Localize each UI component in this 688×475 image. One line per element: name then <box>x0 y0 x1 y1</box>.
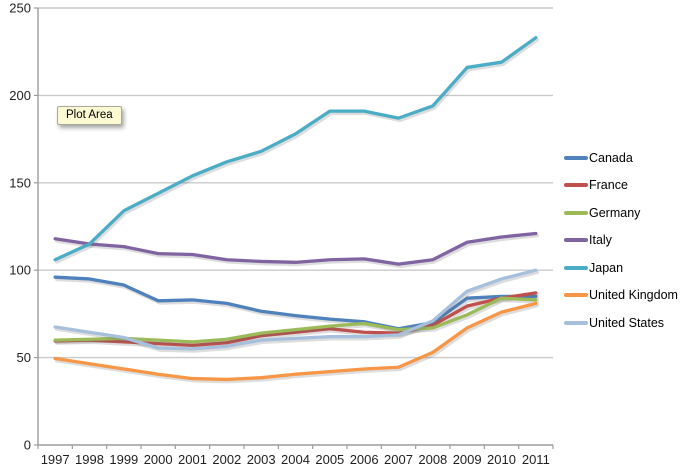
legend-swatch-united-states <box>564 320 588 325</box>
plot-area-tooltip-label: Plot Area <box>66 109 113 121</box>
gridlines <box>38 7 553 359</box>
svg-text:2003: 2003 <box>247 452 276 467</box>
legend-swatch-france <box>564 183 588 188</box>
svg-text:2008: 2008 <box>418 452 447 467</box>
legend-item-japan[interactable]: Japan <box>564 254 678 282</box>
series-shadow-france <box>55 293 540 350</box>
series-line-united-states[interactable] <box>53 268 538 351</box>
legend-label-france: France <box>589 178 628 192</box>
x-axis-labels: 1997 1998 1999 2000 2001 2002 2003 2004 2005 2006… <box>41 452 550 467</box>
svg-text:1998: 1998 <box>75 452 104 467</box>
legend-item-canada[interactable]: Canada <box>564 144 678 172</box>
series-shadow-italy <box>55 233 540 268</box>
legend-item-germany[interactable]: Germany <box>564 199 678 227</box>
legend: Canada France Germany Italy Japan United King… <box>564 144 678 337</box>
y-axis-labels: 0 50 100 150 200 250 <box>9 1 31 453</box>
svg-text:1999: 1999 <box>109 452 138 467</box>
svg-text:250: 250 <box>9 1 31 16</box>
series-line-italy[interactable] <box>53 231 538 266</box>
svg-text:0: 0 <box>24 438 31 453</box>
series-line-united-kingdom[interactable] <box>53 301 538 382</box>
svg-text:2000: 2000 <box>144 452 173 467</box>
legend-swatch-germany <box>564 210 588 215</box>
legend-swatch-italy <box>564 238 588 243</box>
svg-text:200: 200 <box>9 88 31 103</box>
legend-swatch-canada <box>564 155 588 160</box>
series-line-japan[interactable] <box>53 36 538 262</box>
series-shadow-japan <box>55 38 540 264</box>
svg-text:2007: 2007 <box>384 452 413 467</box>
svg-text:2001: 2001 <box>178 452 207 467</box>
svg-text:2006: 2006 <box>350 452 379 467</box>
svg-text:2010: 2010 <box>487 452 516 467</box>
series-line-canada[interactable] <box>53 275 538 331</box>
series-shadow-united-kingdom <box>55 303 540 384</box>
legend-item-united-kingdom[interactable]: United Kingdom <box>564 282 678 310</box>
legend-label-canada: Canada <box>589 150 633 165</box>
axes <box>34 7 554 449</box>
legend-label-germany: Germany <box>589 205 641 220</box>
svg-text:2009: 2009 <box>453 452 482 467</box>
legend-swatch-japan <box>564 265 588 270</box>
svg-text:2005: 2005 <box>315 452 344 467</box>
legend-label-united-states: United States <box>589 315 665 330</box>
svg-text:2011: 2011 <box>522 452 550 467</box>
svg-text:2002: 2002 <box>212 452 241 467</box>
legend-item-italy[interactable]: Italy <box>564 227 678 255</box>
plot-area-tooltip: Plot Area <box>57 106 122 125</box>
legend-swatch-united-kingdom <box>564 293 588 298</box>
svg-text:100: 100 <box>9 263 31 278</box>
legend-item-united-states[interactable]: United States <box>564 309 678 337</box>
legend-label-united-kingdom: United Kingdom <box>589 288 678 302</box>
series-lines <box>53 36 540 384</box>
svg-text:150: 150 <box>9 175 31 190</box>
legend-label-japan: Japan <box>589 260 624 275</box>
svg-text:50: 50 <box>17 350 31 365</box>
series-line-germany[interactable] <box>53 296 538 344</box>
legend-item-france[interactable]: France <box>564 172 678 200</box>
svg-text:2004: 2004 <box>281 452 310 467</box>
legend-label-italy: Italy <box>589 233 612 247</box>
svg-text:1997: 1997 <box>41 452 70 467</box>
